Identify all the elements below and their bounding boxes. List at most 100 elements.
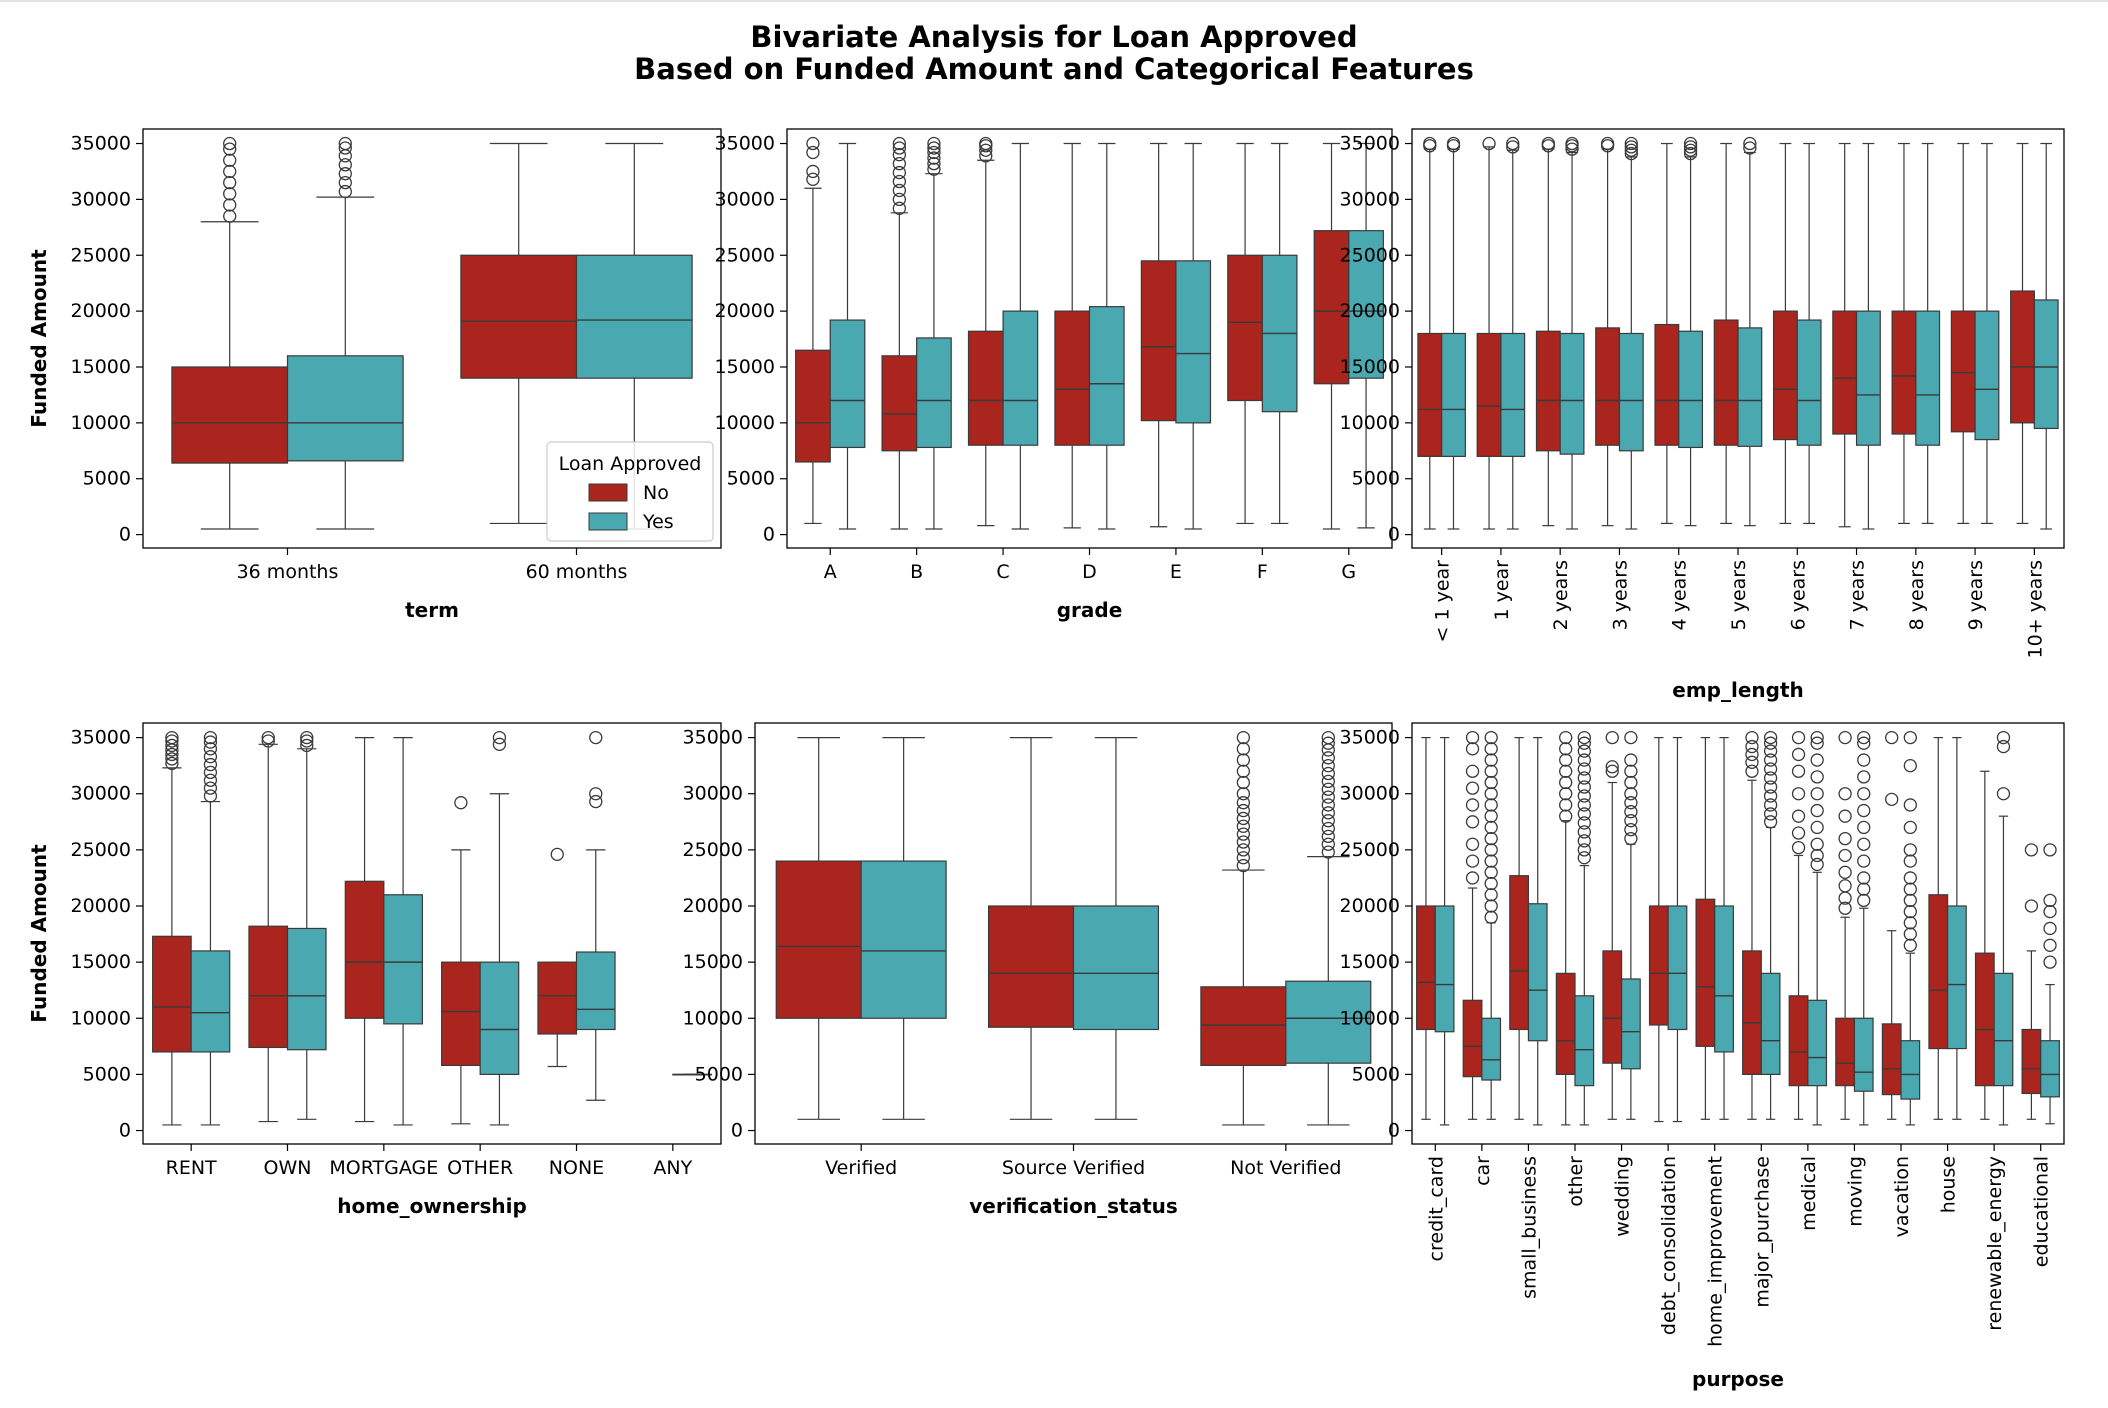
box-iqr <box>1855 310 1881 446</box>
outlier-point <box>2043 893 2057 908</box>
figure-title: Bivariate Analysis for Loan Approved <box>750 20 1358 54</box>
y-tick-label: 20000 <box>715 300 775 322</box>
box-iqr <box>286 927 327 1051</box>
legend-title: Loan Approved <box>559 453 702 475</box>
outlier-point <box>203 773 218 787</box>
y-tick-label: 0 <box>763 524 775 546</box>
outlier-point <box>1810 770 1824 784</box>
outlier-point <box>1838 879 1852 893</box>
outlier-point <box>1484 787 1498 801</box>
outlier-point <box>1577 753 1591 767</box>
outlier-point <box>2043 921 2057 936</box>
box-home_improvement-Yes <box>1714 736 1734 1120</box>
outlier-point <box>806 164 820 179</box>
outlier-point <box>223 198 237 212</box>
box-iqr <box>1416 905 1436 1031</box>
box-iqr <box>1476 332 1502 457</box>
box-iqr <box>916 337 952 449</box>
outlier-point <box>1791 730 1806 745</box>
box-iqr <box>1140 260 1177 422</box>
outlier-point <box>1236 858 1251 873</box>
x-tick-label: debt_consolidation <box>1658 1156 1680 1335</box>
box-7 years-No <box>1832 142 1858 528</box>
chart-panel-verification_status: 0 5000 10000 15000 20000 25000 30000 35000 Verif… <box>683 722 1393 1218</box>
y-tick-label: 5000 <box>727 468 775 490</box>
outlier-point <box>300 738 314 753</box>
outlier-point <box>1810 837 1824 851</box>
outlier-point <box>1423 136 1437 151</box>
outlier-point <box>1857 837 1871 851</box>
y-tick-label: 15000 <box>1340 356 1400 378</box>
box-3 years-Yes <box>1618 136 1644 530</box>
box-iqr <box>967 330 1004 446</box>
outlier-point <box>1465 781 1480 795</box>
y-tick-label: 15000 <box>683 951 743 973</box>
box-major_purchase-Yes <box>1760 730 1781 1120</box>
x-tick-label: 7 years <box>1847 560 1869 630</box>
box-7 years-Yes <box>1855 142 1881 530</box>
outlier-point <box>927 145 941 160</box>
x-tick-label: other <box>1565 1156 1587 1207</box>
outlier-point <box>165 738 179 753</box>
box-iqr <box>1713 319 1739 446</box>
y-tick-label: 30000 <box>683 783 743 805</box>
outlier-point <box>1624 730 1638 745</box>
box-8 years-No <box>1891 142 1917 525</box>
chart-panel-emp_length: 0 5000 10000 15000 20000 25000 30000 35000 < 1 y… <box>1340 128 2065 702</box>
box-A-Yes <box>829 142 866 530</box>
outlier-point <box>1857 854 1871 868</box>
outlier-point <box>261 734 275 748</box>
outlier-point <box>1484 843 1498 857</box>
outlier-point <box>1624 136 1638 151</box>
box-home_improvement-No <box>1695 736 1716 1120</box>
outlier-point <box>1624 140 1638 154</box>
outlier-point <box>1763 744 1778 758</box>
box-iqr <box>1760 972 1781 1075</box>
y-tick-label: 10000 <box>71 412 131 434</box>
outlier-point <box>1903 843 1917 857</box>
outlier-point <box>1236 819 1251 833</box>
outlier-point <box>1903 904 1917 919</box>
box-RENT-No <box>152 730 192 1126</box>
outlier-point <box>1683 140 1698 154</box>
outlier-point <box>1763 753 1778 767</box>
y-tick-label: 0 <box>119 1120 131 1142</box>
outlier-point <box>1605 760 1619 774</box>
box-credit_card-Yes <box>1434 736 1455 1126</box>
y-tick-label: 30000 <box>1340 783 1400 805</box>
outlier-point <box>2024 899 2039 913</box>
box-moving-Yes <box>1853 730 1874 1126</box>
box-iqr <box>1088 306 1125 446</box>
outlier-point <box>1857 893 1871 908</box>
outlier-point <box>1559 753 1573 767</box>
box-iqr <box>1900 1040 1921 1100</box>
x-tick-label: G <box>1341 561 1356 583</box>
outlier-point <box>1484 730 1498 745</box>
outlier-point <box>1577 762 1591 776</box>
box-iqr <box>1620 978 1641 1070</box>
outlier-point <box>1903 730 1917 745</box>
outlier-point <box>1565 142 1579 156</box>
outlier-point <box>1236 787 1251 801</box>
box-iqr <box>1714 905 1734 1053</box>
box-iqr <box>1788 995 1809 1087</box>
box-MORTGAGE-Yes <box>383 736 423 1126</box>
box-2 years-Yes <box>1559 136 1585 530</box>
x-tick-label: C <box>996 561 1009 583</box>
outlier-point <box>1745 764 1759 778</box>
outlier-point <box>1484 910 1498 924</box>
outlier-point <box>1321 837 1335 851</box>
outlier-point <box>203 750 218 764</box>
box-iqr <box>479 961 520 1075</box>
box-iqr <box>1595 327 1621 446</box>
box-iqr <box>171 366 289 464</box>
x-tick-label: credit_card <box>1425 1156 1447 1261</box>
y-tick-label: 15000 <box>71 951 131 973</box>
box-iqr <box>1654 323 1680 446</box>
box-iqr <box>1796 319 1822 446</box>
legend-swatch-no <box>588 483 628 502</box>
box-10+ years-No <box>2010 142 2035 525</box>
x-tick-label: 4 years <box>1669 560 1691 630</box>
outlier-point <box>1996 787 2011 801</box>
x-tick-label: F <box>1257 561 1268 583</box>
